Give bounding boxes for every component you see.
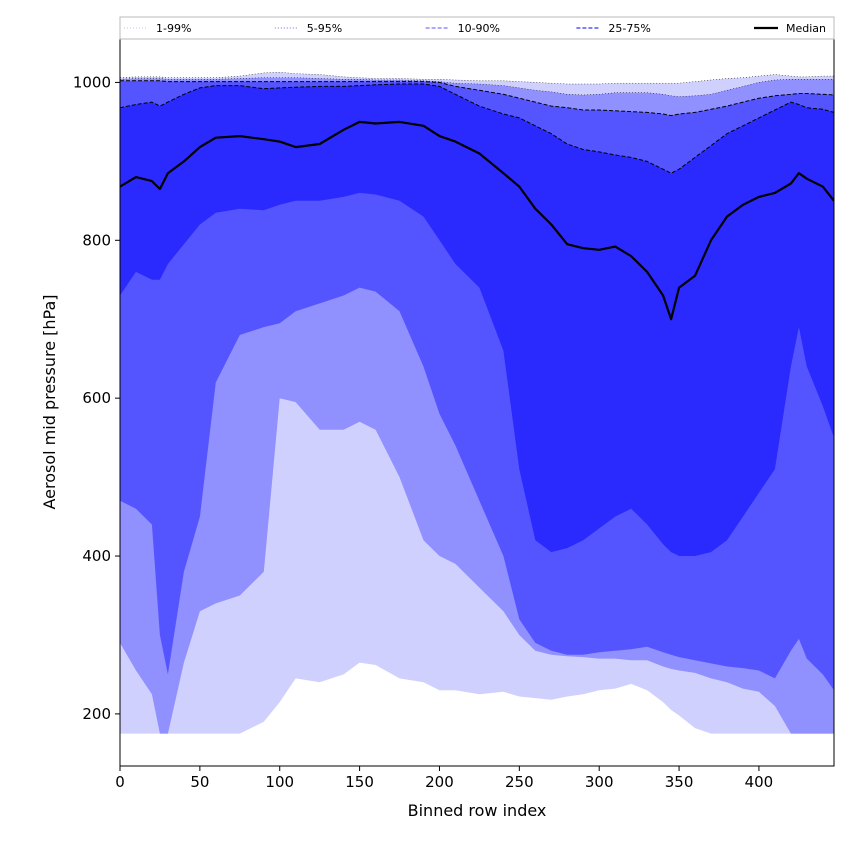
median-point <box>478 152 481 155</box>
median-point <box>135 176 137 178</box>
legend-label-25-75%: 25-75% <box>608 22 650 35</box>
median-point <box>822 185 824 188</box>
band-upper-line-10-90% <box>120 80 834 117</box>
median-point <box>646 271 648 273</box>
legend: 1-99% 5-95% 10-90% 25-75% Median <box>119 16 835 40</box>
median-point <box>742 204 744 206</box>
median-point <box>502 172 505 174</box>
median-point <box>374 122 377 125</box>
legend-label-5-95%: 5-95% <box>307 22 342 35</box>
median-point <box>183 160 185 163</box>
median-point <box>798 172 800 174</box>
x-axis: 0 50 100 150 200 250 300 350 400 <box>115 766 773 791</box>
y-axis-title: Aerosol mid pressure [hPa] <box>40 294 59 509</box>
x-tick-label: 300 <box>585 773 614 791</box>
median-point <box>670 318 672 321</box>
median-point <box>806 177 808 180</box>
y-tick-label: 600 <box>82 389 111 407</box>
median-point <box>294 146 297 148</box>
median-point <box>726 215 728 218</box>
median-point <box>438 135 441 137</box>
y-tick-label: 800 <box>82 231 111 249</box>
median-point <box>630 255 632 257</box>
median-point <box>454 140 457 143</box>
band-upper-line-5-95% <box>120 77 834 97</box>
x-tick-label: 400 <box>745 773 774 791</box>
median-point <box>566 243 568 245</box>
median-point <box>278 140 281 143</box>
y-tick-label: 1000 <box>73 73 111 91</box>
y-tick-label: 200 <box>82 705 111 723</box>
y-axis: 200 400 600 800 1000 <box>73 73 120 723</box>
x-tick-label: 100 <box>265 773 294 791</box>
median-point <box>151 180 153 182</box>
median-point <box>694 275 696 277</box>
median-point <box>662 294 664 297</box>
band-upper-line-25-75% <box>120 83 834 174</box>
median-point <box>422 125 425 127</box>
median-point <box>582 247 584 249</box>
median-point <box>518 185 521 188</box>
legend-frame <box>119 16 835 40</box>
x-tick-label: 150 <box>345 773 374 791</box>
median-point <box>790 182 792 185</box>
median-point <box>710 239 712 242</box>
median-point <box>159 188 161 190</box>
y-tick-label: 400 <box>82 547 111 565</box>
median-point <box>678 286 680 289</box>
median-point <box>199 146 201 148</box>
x-tick-label: 50 <box>190 773 209 791</box>
median-point <box>398 121 401 123</box>
median-point <box>358 121 361 123</box>
legend-label-10-90%: 10-90% <box>458 22 500 35</box>
x-axis-title: Binned row index <box>408 801 547 820</box>
band-area-25-75% <box>120 84 834 556</box>
legend-label-Median: Median <box>786 22 826 35</box>
x-tick-label: 0 <box>115 773 125 791</box>
x-tick-label: 200 <box>425 773 454 791</box>
median-point <box>263 138 265 140</box>
percentile-bands <box>120 71 834 734</box>
median-point <box>215 136 217 139</box>
median-point <box>614 245 616 248</box>
median-point <box>534 207 537 210</box>
median-point <box>774 192 776 194</box>
median-point <box>758 196 760 198</box>
band-upper-line-1-99% <box>120 71 834 85</box>
x-tick-label: 250 <box>505 773 534 791</box>
median-point <box>342 129 345 131</box>
legend-label-1-99%: 1-99% <box>156 22 191 35</box>
x-tick-label: 350 <box>665 773 694 791</box>
median-point <box>167 172 169 174</box>
median-point <box>318 143 321 145</box>
median-point <box>239 135 241 137</box>
median-point <box>598 249 600 251</box>
median-point <box>550 223 553 226</box>
